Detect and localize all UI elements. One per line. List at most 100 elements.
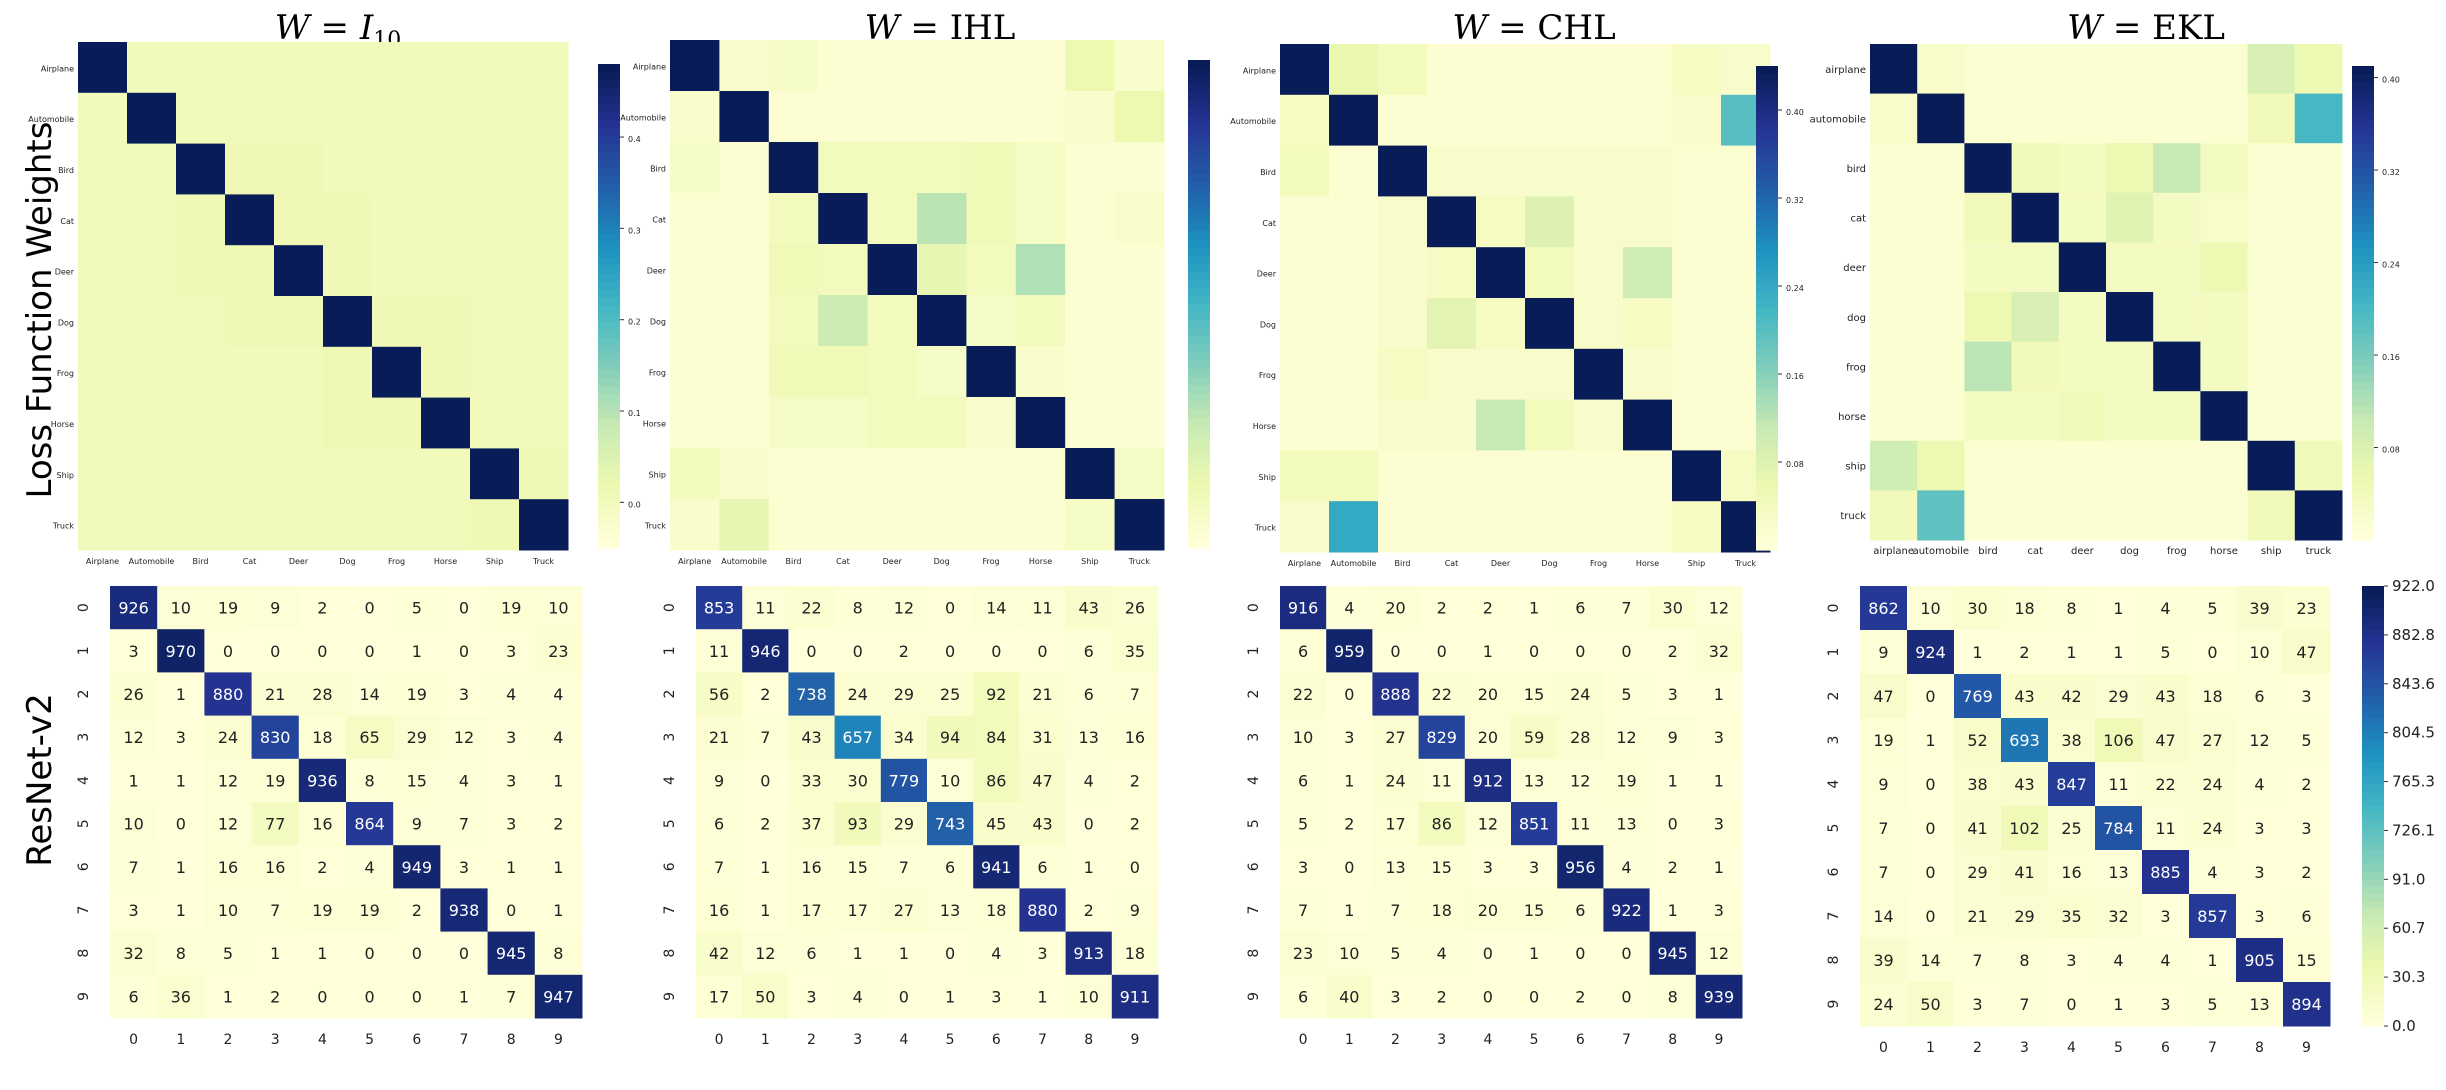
colorbar-segment — [2352, 429, 2374, 438]
heatmap-cell — [393, 888, 441, 933]
x-tick-label: deer — [2071, 546, 2095, 557]
heatmap-cell — [696, 802, 743, 846]
heatmap-cell — [1917, 440, 1965, 491]
colorbar-segment — [1188, 230, 1210, 240]
cell-value: 35 — [2061, 907, 2081, 926]
heatmap-cell — [1525, 196, 1575, 248]
y-tick-label: 7 — [662, 906, 678, 915]
cell-value: 16 — [801, 858, 821, 877]
cell-value: 6 — [806, 944, 816, 963]
cell-value: 0 — [459, 642, 469, 661]
cell-value: 7 — [506, 987, 516, 1006]
heatmap-cell — [2011, 341, 2060, 392]
colorbar-tick-label: 726.1 — [2392, 821, 2435, 839]
colorbar-segment — [598, 96, 620, 105]
cell-value: 947 — [543, 987, 574, 1006]
colorbar-segment — [2352, 405, 2374, 415]
heatmap-cell — [534, 974, 583, 1019]
heatmap-cell — [110, 845, 158, 889]
colorbar-segment — [1756, 308, 1778, 317]
x-tick-label: 1 — [761, 1032, 770, 1048]
cell-value: 3 — [129, 901, 139, 920]
colorbar-segment — [598, 515, 620, 525]
heatmap-cell — [127, 42, 177, 94]
heatmap-cell — [966, 346, 1017, 398]
x-tick-label: 8 — [2255, 1040, 2264, 1056]
cell-value: 11 — [1432, 771, 1452, 790]
heatmap-cell — [2189, 850, 2237, 895]
colorbar-segment — [1756, 437, 1778, 446]
heatmap-cell — [2048, 762, 2096, 807]
heatmap-cell — [1015, 295, 1066, 347]
cell-value: 0 — [365, 599, 375, 618]
heatmap-cell — [1511, 802, 1558, 846]
cell-value: 2 — [1130, 815, 1140, 834]
heatmap-cell — [917, 40, 967, 92]
y-tick-label: 0 — [1246, 603, 1262, 612]
heatmap-cell — [1860, 674, 1908, 719]
heatmap-cell — [393, 802, 441, 846]
heatmap-cell — [1015, 448, 1066, 500]
heatmap-cell — [298, 974, 347, 1019]
heatmap-cell — [2058, 490, 2107, 541]
heatmap-cell — [204, 802, 253, 846]
heatmap-cell — [2153, 292, 2201, 343]
heatmap-cell — [176, 296, 226, 348]
heatmap-cell — [966, 244, 1017, 296]
colorbar-segment — [598, 451, 620, 460]
heatmap-cell — [973, 974, 1020, 1019]
heatmap-cell — [1019, 758, 1067, 803]
heatmap-cell — [2236, 630, 2284, 675]
cell-value: 693 — [2009, 731, 2040, 750]
y-tick-label: horse — [1838, 412, 1866, 423]
heatmap-cell — [1907, 586, 1955, 631]
cell-value: 19 — [265, 771, 285, 790]
heatmap-cell — [2058, 192, 2107, 243]
colorbar-segment — [1756, 380, 1778, 390]
heatmap-cell — [534, 888, 583, 933]
heatmap-cell — [487, 629, 536, 673]
cell-value: 913 — [1073, 944, 1104, 963]
heatmap-cell — [346, 672, 394, 717]
cell-value: 29 — [2108, 687, 2128, 706]
heatmap-cell — [519, 296, 569, 348]
cell-value: 22 — [801, 599, 821, 618]
x-tick-label: 3 — [1437, 1032, 1446, 1048]
x-tick-label: 5 — [365, 1032, 374, 1048]
colorbar-segment — [598, 354, 620, 364]
heatmap-cell — [670, 244, 720, 296]
colorbar-segment — [598, 193, 620, 202]
cell-value: 959 — [1334, 642, 1365, 661]
heatmap-cell — [534, 629, 583, 673]
colorbar-segment — [1756, 404, 1778, 414]
cell-value: 0 — [945, 599, 955, 618]
cell-value: 32 — [1709, 642, 1729, 661]
cell-value: 0 — [317, 987, 327, 1006]
colorbar-segment — [2362, 857, 2384, 866]
heatmap-cell — [274, 42, 324, 94]
heatmap-cell — [1511, 586, 1558, 630]
y-tick-label: Dog — [58, 318, 74, 327]
colorbar-segment — [1756, 114, 1778, 124]
cell-value: 8 — [553, 944, 563, 963]
heatmap-cell — [917, 448, 967, 500]
heatmap-cell — [176, 448, 226, 500]
heatmap-cell — [1378, 44, 1428, 96]
heatmap-cell — [1280, 44, 1330, 96]
heatmap-cell — [1860, 938, 1908, 983]
heatmap-cell — [470, 194, 520, 246]
heatmap-cell — [225, 499, 275, 551]
cell-value: 0 — [1925, 907, 1935, 926]
x-tick-label: 6 — [2161, 1040, 2170, 1056]
colorbar-segment — [1756, 243, 1778, 253]
cell-value: 16 — [312, 815, 332, 834]
colorbar-segment — [1756, 445, 1778, 454]
cell-value: 0 — [1925, 687, 1935, 706]
cell-value: 1 — [2207, 951, 2217, 970]
heatmap-cell — [818, 448, 869, 500]
heatmap-cell — [1065, 802, 1113, 846]
cell-value: 25 — [940, 685, 960, 704]
heatmap-cell — [2106, 490, 2154, 541]
cell-value: 17 — [1385, 815, 1405, 834]
heatmap-cell — [2189, 938, 2237, 983]
